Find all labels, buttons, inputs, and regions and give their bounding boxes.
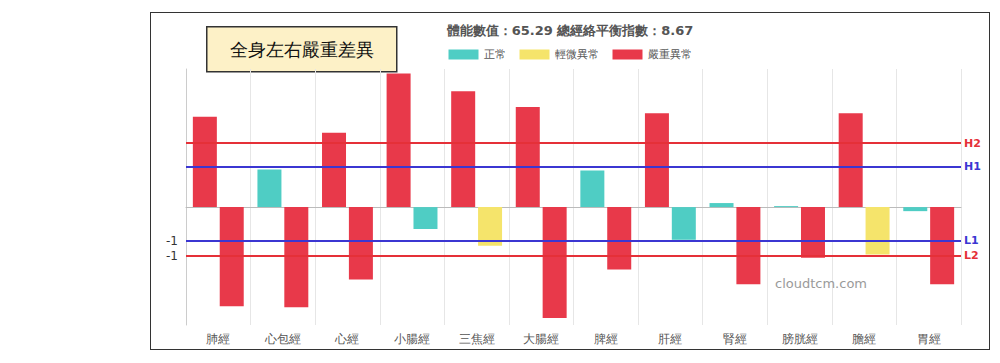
svg-text:嚴重異常: 嚴重異常: [648, 48, 692, 61]
svg-text:腎經: 腎經: [723, 332, 747, 346]
svg-text:胃經: 胃經: [917, 332, 941, 346]
svg-text:肺經: 肺經: [206, 332, 230, 346]
svg-text:cloudtcm.com: cloudtcm.com: [775, 276, 867, 291]
svg-text:H2: H2: [964, 137, 981, 150]
svg-text:正常: 正常: [484, 48, 506, 61]
svg-text:-1: -1: [166, 249, 178, 263]
svg-text:全身左右嚴重差異: 全身左右嚴重差異: [230, 39, 374, 60]
svg-text:體能數值：65.29 總經絡平衡指數：8.67: 體能數值：65.29 總經絡平衡指數：8.67: [447, 23, 694, 38]
svg-text:膽經: 膽經: [852, 332, 876, 346]
svg-text:心經: 心經: [334, 332, 359, 346]
svg-text:肝經: 肝經: [658, 332, 682, 346]
svg-text:-1: -1: [166, 234, 178, 248]
svg-text:脾經: 脾經: [594, 332, 618, 346]
svg-text:L2: L2: [964, 249, 979, 262]
svg-text:膀胱經: 膀胱經: [782, 332, 818, 346]
svg-text:小腸經: 小腸經: [394, 332, 430, 346]
svg-text:H1: H1: [964, 160, 981, 173]
svg-text:心包經: 心包經: [264, 332, 301, 346]
svg-text:大腸經: 大腸經: [523, 332, 559, 346]
svg-text:三焦經: 三焦經: [459, 332, 495, 346]
svg-text:輕微異常: 輕微異常: [555, 48, 599, 61]
svg-text:L1: L1: [964, 234, 979, 247]
